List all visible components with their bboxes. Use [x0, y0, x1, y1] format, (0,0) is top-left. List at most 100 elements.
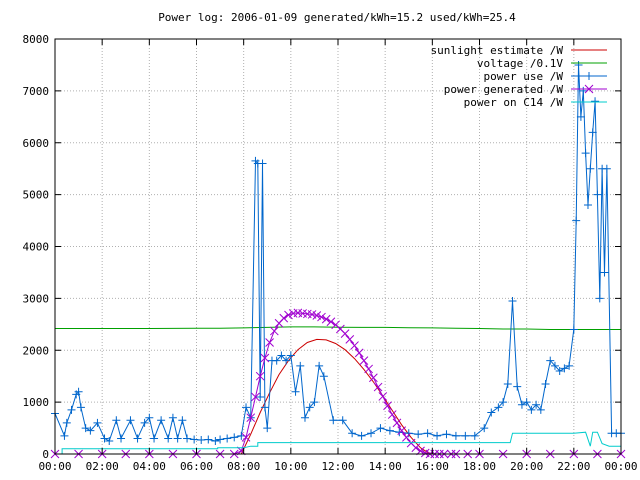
data-point: [319, 372, 328, 381]
data-point: [369, 373, 378, 383]
data-point: [572, 216, 581, 225]
data-point: [508, 296, 517, 305]
x-tick-label: 12:00: [321, 460, 354, 473]
y-tick-label: 0: [42, 448, 49, 461]
x-tick-label: 16:00: [416, 460, 449, 473]
data-point: [310, 398, 319, 407]
data-point: [76, 403, 85, 412]
data-point: [315, 361, 324, 370]
data-point: [317, 312, 326, 322]
data-point: [284, 310, 293, 320]
data-point: [74, 387, 83, 396]
data-point: [168, 413, 177, 422]
series-4: [55, 431, 621, 455]
data-point: [338, 416, 347, 425]
data-point: [272, 356, 281, 365]
data-point: [387, 410, 397, 419]
x-tick-label: 04:00: [133, 460, 166, 473]
x-tick-label: 10:00: [274, 460, 307, 473]
data-point: [67, 405, 76, 414]
data-point: [305, 403, 314, 412]
data-point: [246, 413, 256, 423]
data-point: [517, 400, 526, 409]
data-point: [541, 379, 550, 388]
data-point: [282, 356, 291, 365]
data-point: [404, 429, 413, 438]
data-point: [579, 86, 588, 95]
legend-label: power on C14 /W: [464, 96, 564, 109]
data-point: [414, 430, 423, 439]
legend-item-4: power on C14 /W: [464, 96, 607, 109]
data-point: [532, 400, 541, 409]
data-point: [348, 429, 357, 438]
data-point: [442, 430, 451, 439]
data-point: [451, 431, 460, 440]
data-point: [576, 112, 585, 121]
data-point: [581, 149, 590, 158]
data-point: [583, 201, 592, 209]
data-point: [340, 329, 350, 339]
legend-marker: [585, 72, 593, 80]
data-point: [105, 437, 114, 446]
x-tick-label: 06:00: [180, 460, 213, 473]
data-point: [326, 317, 336, 327]
series-1: [55, 326, 621, 330]
legend-label: power generated /W: [444, 83, 564, 96]
legend-label: sunlight estimate /W: [431, 44, 564, 57]
y-tick-label: 4000: [23, 241, 50, 254]
x-tick-label: 20:00: [510, 460, 543, 473]
series-line: [55, 431, 621, 455]
data-point: [81, 424, 90, 433]
data-point: [321, 314, 331, 324]
data-point: [470, 431, 479, 440]
data-point: [364, 364, 374, 374]
data-point: [263, 424, 272, 433]
data-point: [211, 437, 220, 446]
data-point: [277, 351, 286, 360]
data-point: [117, 434, 126, 443]
data-point: [251, 392, 260, 402]
data-point: [140, 418, 149, 427]
axis-ticks: 0 1000 2000 3000 4000 5000 6000 7000 8000 00:00 02…: [23, 33, 638, 473]
series-line: [55, 326, 621, 330]
data-point: [494, 403, 503, 412]
data-point: [461, 431, 470, 440]
data-point: [357, 431, 366, 440]
data-point: [522, 398, 531, 407]
data-point: [265, 338, 274, 347]
x-tick-label: 00:00: [604, 460, 637, 473]
legend-item-1: voltage /0.1V: [477, 57, 607, 70]
data-point: [204, 435, 213, 444]
data-point: [593, 190, 602, 199]
data-point: [527, 405, 536, 414]
data-point: [595, 294, 604, 303]
data-point: [392, 418, 402, 428]
data-point: [354, 348, 364, 358]
y-tick-label: 2000: [23, 344, 50, 357]
grid-lines: [55, 39, 621, 454]
data-point: [385, 426, 394, 435]
data-point: [602, 164, 611, 173]
data-point: [345, 335, 355, 344]
data-point: [150, 434, 159, 443]
data-point: [487, 408, 496, 417]
x-tick-label: 08:00: [227, 460, 260, 473]
data-point: [373, 382, 383, 392]
data-point: [574, 60, 583, 69]
data-point: [157, 416, 166, 425]
data-point: [569, 325, 578, 334]
y-tick-label: 1000: [23, 396, 50, 409]
data-point: [350, 341, 359, 350]
data-point: [555, 367, 564, 375]
data-point: [291, 387, 300, 396]
data-point: [359, 356, 369, 365]
data-point: [255, 371, 265, 381]
x-tick-label: 18:00: [463, 460, 496, 473]
x-tick-label: 00:00: [38, 460, 71, 473]
data-point: [376, 424, 385, 433]
data-point: [480, 424, 489, 433]
data-point: [93, 418, 102, 427]
data-point: [216, 435, 225, 444]
